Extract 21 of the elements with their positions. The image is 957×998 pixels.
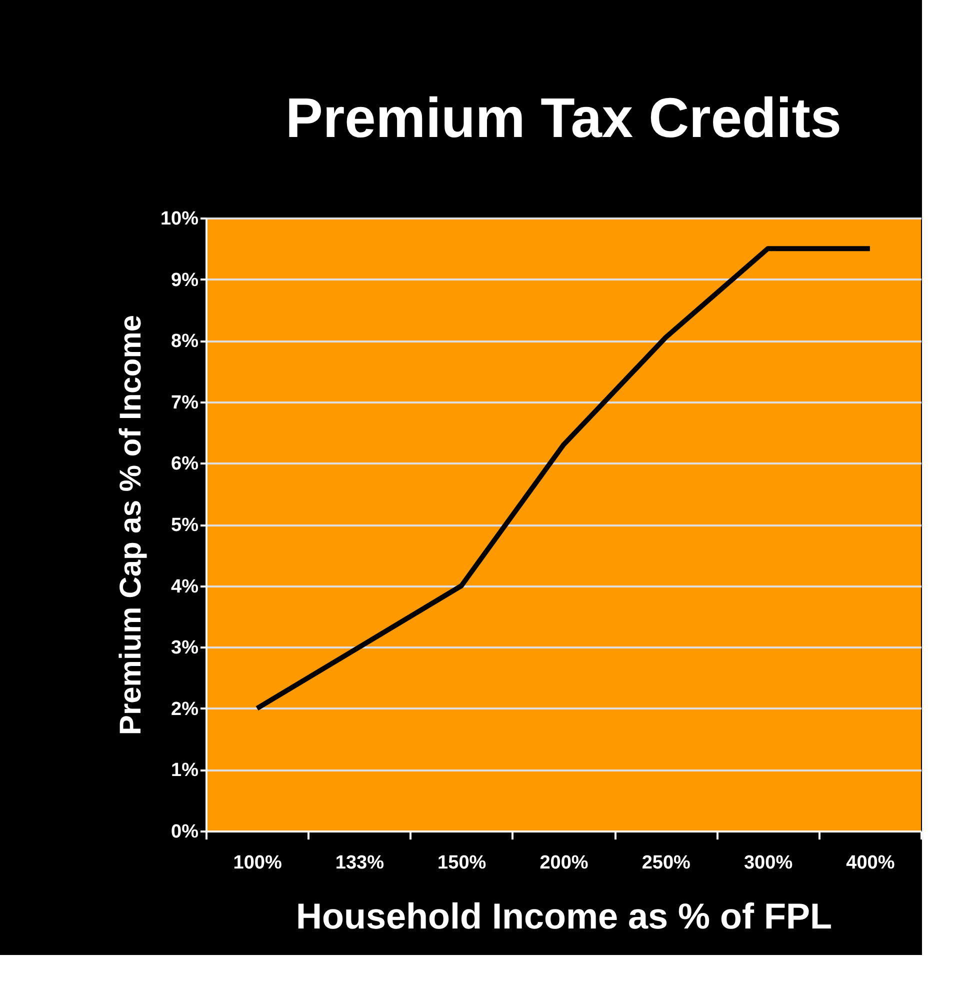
y-axis-title: Premium Cap as % of Income	[114, 314, 148, 736]
y-tick-label: 2%	[171, 698, 199, 720]
y-tick-label: 0%	[171, 822, 199, 842]
chart-title: Premium Tax Credits	[285, 86, 842, 149]
y-tick-label: 5%	[171, 515, 199, 536]
x-tick-label: 250%	[642, 852, 691, 874]
x-tick-label: 133%	[335, 852, 384, 874]
y-tick-label: 10%	[160, 208, 199, 230]
x-tick-label: 150%	[438, 852, 486, 874]
y-tick-label: 7%	[171, 392, 199, 414]
y-tick-label: 6%	[171, 454, 199, 475]
x-tick-label: 300%	[744, 852, 793, 874]
x-tick-label: 200%	[540, 852, 588, 874]
y-tick-label: 4%	[171, 576, 199, 598]
y-tick-label: 8%	[171, 331, 199, 352]
x-tick-label: 100%	[233, 852, 282, 874]
y-tick-label: 9%	[171, 270, 199, 291]
y-tick-label: 1%	[171, 760, 199, 782]
x-axis-title: Household Income as % of FPL	[296, 896, 832, 936]
y-tick-label: 3%	[171, 638, 199, 659]
x-tick-label: 400%	[846, 852, 895, 874]
